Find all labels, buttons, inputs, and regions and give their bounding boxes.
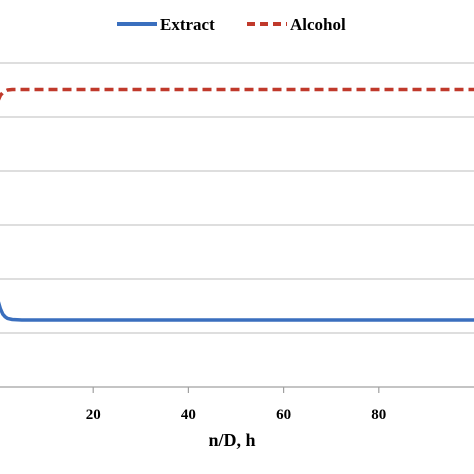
- x-tick-label-0: 20: [86, 407, 101, 423]
- x-tick-label-2: 60: [276, 407, 291, 423]
- x-tick-label-1: 40: [181, 407, 196, 423]
- series-layer: [0, 87, 474, 322]
- series-line-extract: [0, 301, 474, 322]
- series-line-alcohol: [0, 87, 474, 101]
- legend-label-extract: Extract: [160, 15, 215, 34]
- x-axis-title: n/D, h: [208, 430, 255, 450]
- x-tick-label-3: 80: [371, 407, 386, 423]
- legend-label-alcohol: Alcohol: [290, 15, 346, 34]
- gridlines: [0, 62, 474, 334]
- x-ticks: 20 40 60 80: [86, 387, 386, 423]
- legend: Extract Alcohol: [117, 15, 346, 34]
